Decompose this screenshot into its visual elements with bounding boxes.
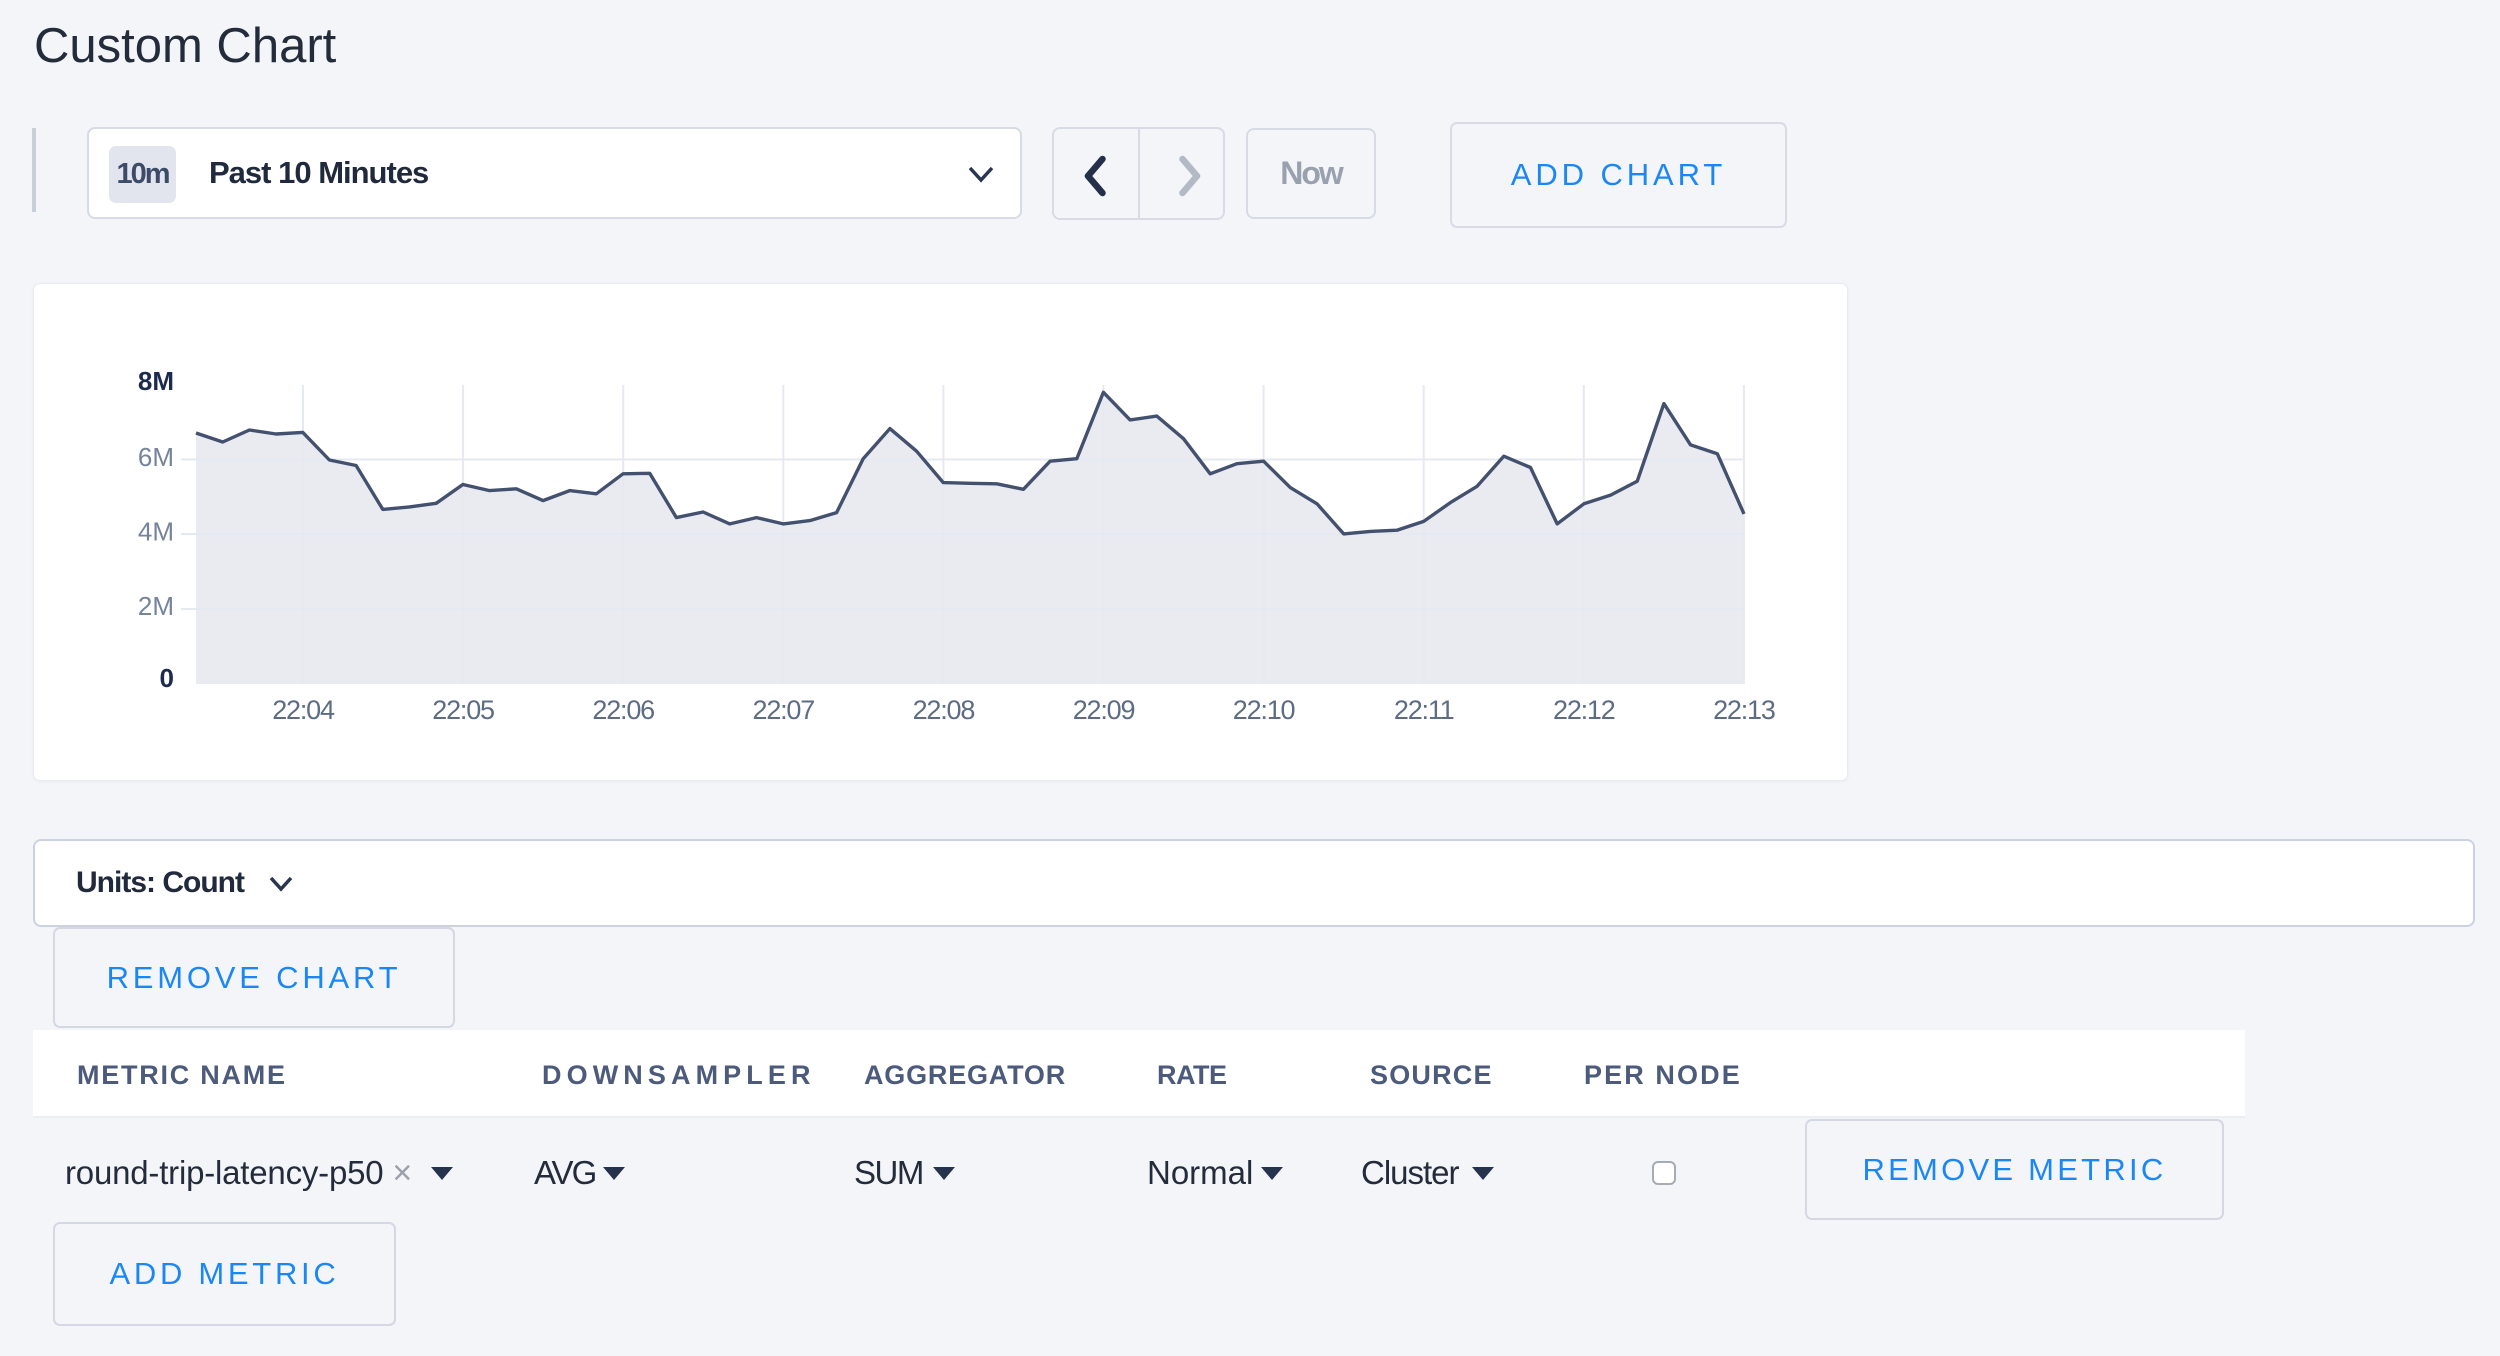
svg-text:22:05: 22:05 xyxy=(432,695,494,725)
svg-text:2M: 2M xyxy=(138,591,174,621)
svg-text:6M: 6M xyxy=(138,442,174,472)
svg-text:22:10: 22:10 xyxy=(1233,695,1295,725)
svg-text:22:06: 22:06 xyxy=(592,695,654,725)
svg-text:22:07: 22:07 xyxy=(753,695,815,725)
svg-text:0: 0 xyxy=(160,663,174,693)
svg-text:22:08: 22:08 xyxy=(913,695,975,725)
svg-text:22:13: 22:13 xyxy=(1713,695,1775,725)
svg-text:4M: 4M xyxy=(138,517,174,547)
svg-text:22:04: 22:04 xyxy=(272,695,335,725)
svg-text:22:11: 22:11 xyxy=(1394,695,1454,725)
svg-text:22:12: 22:12 xyxy=(1553,695,1615,725)
svg-text:8M: 8M xyxy=(138,366,174,396)
svg-text:22:09: 22:09 xyxy=(1073,695,1135,725)
